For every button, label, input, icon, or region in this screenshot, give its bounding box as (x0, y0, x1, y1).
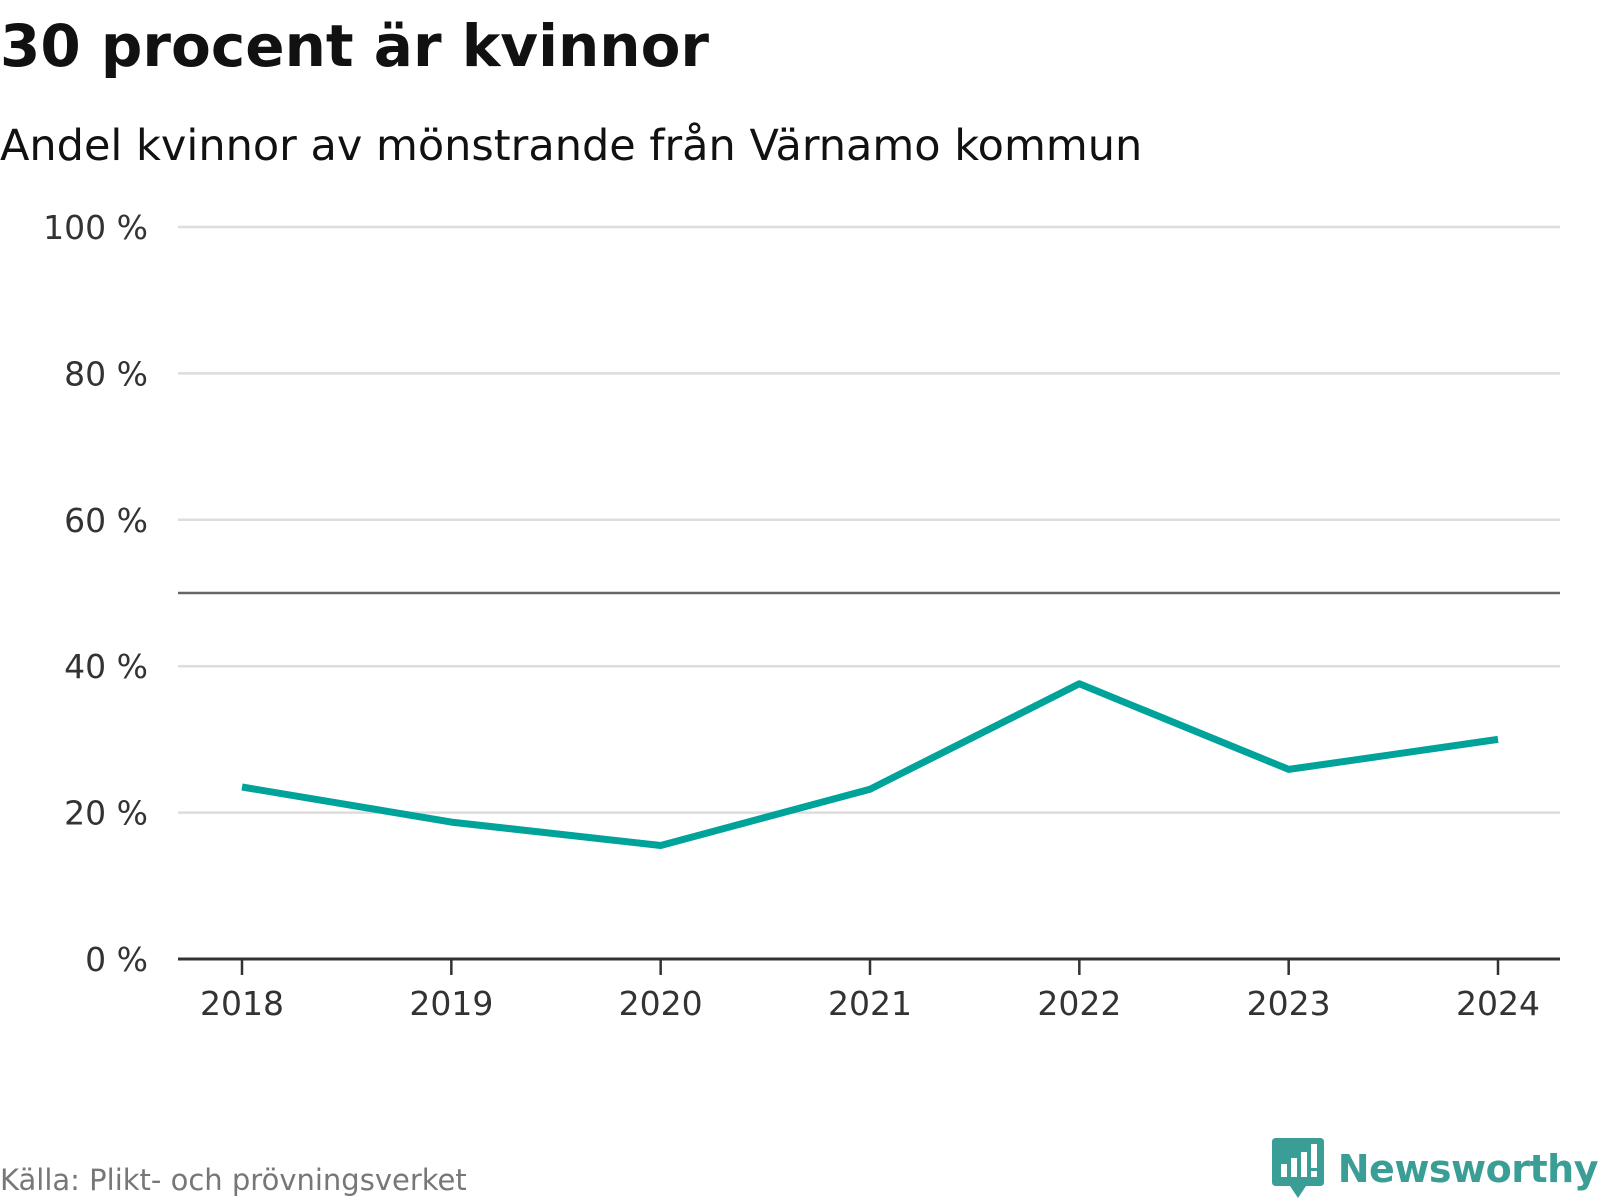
bar-chart-speech-bubble-icon (1271, 1138, 1324, 1198)
brand-name: Newsworthy (1337, 1147, 1599, 1191)
y-tick-label: 60 % (64, 501, 148, 540)
x-axis-tick-labels: 2018 2019 2020 2021 2022 2023 2024 (200, 984, 1540, 1023)
line-chart: 0 % 20 % 40 % 60 % 80 % 100 % 2018 2019 2020 202… (43, 208, 1560, 1023)
x-tick-label: 2018 (200, 984, 284, 1023)
gridlines (178, 225, 1560, 814)
x-tick-label: 2021 (828, 984, 912, 1023)
series-group (241, 680, 1499, 849)
x-tick-label: 2022 (1037, 984, 1121, 1023)
y-tick-label: 80 % (64, 354, 148, 393)
x-axis (178, 957, 1560, 975)
x-tick-label: 2023 (1247, 984, 1331, 1023)
y-tick-label: 40 % (64, 647, 148, 686)
y-tick-label: 100 % (43, 208, 148, 247)
y-axis-tick-labels: 0 % 20 % 40 % 60 % 80 % 100 % (43, 208, 148, 979)
x-tick-label: 2020 (619, 984, 703, 1023)
chart-subtitle: Andel kvinnor av mönstrande från Värnamo… (0, 121, 1143, 171)
x-tick-label: 2019 (409, 984, 493, 1023)
y-tick-label: 0 % (85, 940, 148, 979)
x-tick-label: 2024 (1456, 984, 1540, 1023)
brand-logo: Newsworthy (1271, 1136, 1599, 1202)
y-tick-label: 20 % (64, 794, 148, 833)
series-line (241, 680, 1499, 849)
source-note: Källa: Plikt- och prövningsverket (0, 1163, 467, 1197)
chart-title: 30 procent är kvinnor (0, 12, 710, 80)
